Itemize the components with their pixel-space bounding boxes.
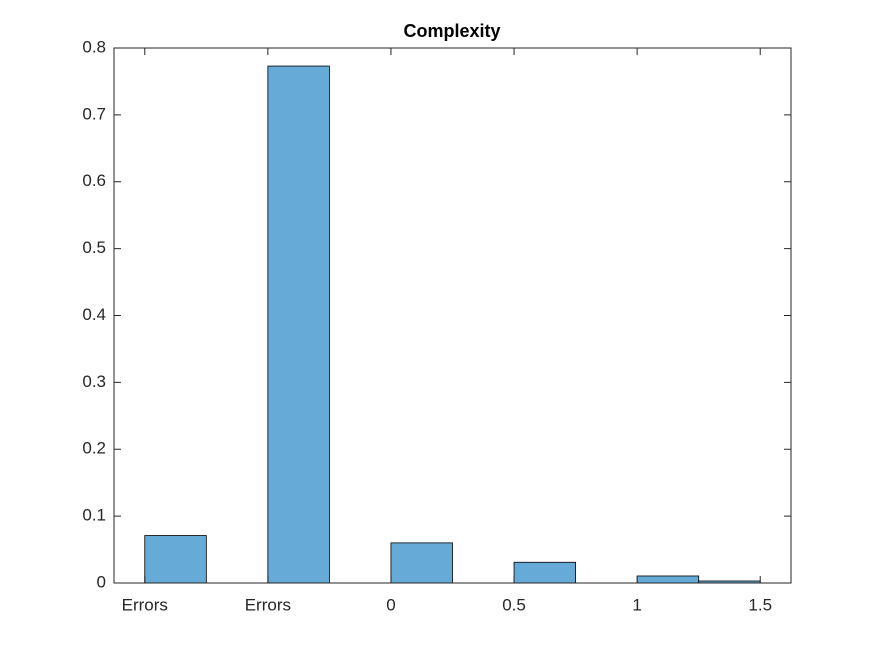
y-tick-label: 0.3 (82, 372, 106, 391)
y-tick-label: 0.4 (82, 305, 106, 324)
bar (390, 542, 453, 584)
y-tick-label: 0.6 (82, 171, 106, 190)
y-tick-label: 0.5 (82, 238, 106, 257)
x-tick-label: Errors (245, 595, 291, 614)
chart-title: Complexity (403, 21, 500, 41)
x-tick-label: 0.5 (502, 595, 526, 614)
bar (144, 535, 207, 584)
y-tick-label: 0.8 (82, 37, 106, 56)
x-tick-label: Errors (122, 595, 168, 614)
y-tick-label: 0.7 (82, 104, 106, 123)
x-tick-label: 0 (386, 595, 395, 614)
y-tick-label: 0.1 (82, 506, 106, 525)
bar (513, 561, 576, 584)
x-tick-label: 1.5 (748, 595, 772, 614)
bar (636, 575, 700, 584)
x-tick-label: 1 (632, 595, 641, 614)
y-tick-label: 0 (97, 572, 106, 591)
bar (267, 65, 330, 584)
y-tick-label: 0.2 (82, 439, 106, 458)
